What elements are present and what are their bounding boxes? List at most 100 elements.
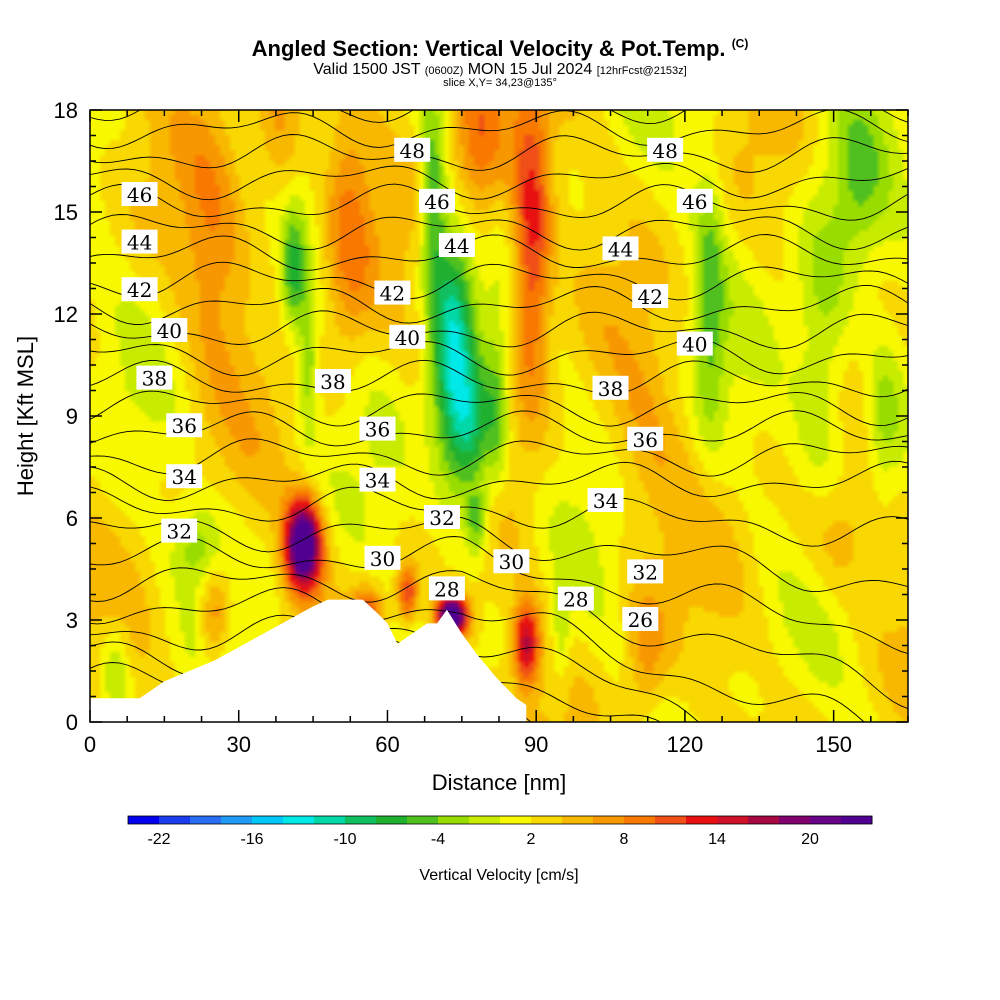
contour-label-text: 46 xyxy=(424,190,449,214)
theta-isentrope xyxy=(90,338,908,377)
colorbar-swatch xyxy=(469,816,501,824)
contour-label-text: 46 xyxy=(682,190,707,214)
contour-label-box xyxy=(389,324,426,349)
colorbar-tick-label: 14 xyxy=(708,831,726,848)
contour-label-box xyxy=(121,182,158,206)
contour-label-text: 46 xyxy=(127,183,152,207)
contour-label-box xyxy=(359,416,396,441)
contour-label-text: 44 xyxy=(444,234,469,258)
contour-label-box xyxy=(602,236,639,261)
contour-label-text: 30 xyxy=(499,550,524,574)
contour-label-text: 28 xyxy=(563,588,588,612)
contour-label-text: 36 xyxy=(632,428,657,452)
colorbar-swatch xyxy=(283,816,315,824)
contour-label-box xyxy=(622,607,659,631)
contour-label-text: 36 xyxy=(171,414,196,438)
contour-label-box xyxy=(166,464,203,489)
x-axis-ticks: 0 30 60 90 120 150 xyxy=(84,110,909,757)
x-tick-label: 60 xyxy=(375,732,399,757)
contour-label-box xyxy=(424,505,460,529)
terrain-mask xyxy=(90,599,527,722)
contour-label-box xyxy=(314,369,351,393)
contour-label-box xyxy=(166,413,203,438)
contour-label-box xyxy=(676,331,713,356)
contour-label-box xyxy=(374,280,411,305)
contour-label-text: 32 xyxy=(166,520,191,544)
contour-label: 44 xyxy=(438,233,475,258)
colorbar-swatch xyxy=(779,816,811,824)
theta-isentrope xyxy=(90,410,908,447)
contour-label-text: 40 xyxy=(682,333,707,357)
y-tick-label: 12 xyxy=(54,302,78,327)
colorbar-swatch xyxy=(748,816,780,824)
contour-label-box xyxy=(627,426,664,451)
contour-label: 36 xyxy=(166,413,203,438)
contour-label: 42 xyxy=(632,284,669,309)
chart-title: Angled Section: Vertical Velocity & Pot.… xyxy=(0,36,1000,62)
theta-isentrope xyxy=(90,614,700,722)
theta-isentrope xyxy=(90,359,908,398)
theta-isentrope xyxy=(90,460,908,501)
contour-label: 46 xyxy=(676,188,713,214)
forecast-run: [12hrFcst@2153z] xyxy=(596,65,687,77)
contour-label: 48 xyxy=(647,137,684,163)
contour-label: 28 xyxy=(428,576,465,601)
contour-label-text: 38 xyxy=(142,367,167,391)
contour-label-text: 44 xyxy=(608,237,633,261)
contour-label: 36 xyxy=(359,416,396,442)
x-axis-label: Distance [nm] xyxy=(432,770,567,795)
theta-isentrope xyxy=(90,587,865,722)
colorbar: -22 -16 -10 -4 2 8 14 20 xyxy=(127,815,873,848)
contour-label: 30 xyxy=(364,545,401,571)
colorbar-tick-label: -4 xyxy=(431,831,445,848)
theta-contour-labels: 4644424038363432484644424038363432302830… xyxy=(121,137,713,632)
theta-isentrope xyxy=(90,234,908,271)
zulu-time: (0600Z) xyxy=(424,65,464,77)
theta-isentrope xyxy=(90,390,908,427)
contour-label: 40 xyxy=(676,331,713,357)
contour-label-text: 32 xyxy=(429,506,454,530)
contour-label-text: 32 xyxy=(632,560,657,584)
colorbar-frame xyxy=(127,815,873,825)
x-tick-label: 90 xyxy=(524,732,548,757)
colorbar-swatch xyxy=(438,816,470,824)
contour-label-box xyxy=(438,233,475,257)
contour-label: 48 xyxy=(394,137,431,163)
colorbar-swatch xyxy=(407,816,439,824)
contour-label-text: 38 xyxy=(598,377,623,401)
contour-label-box xyxy=(632,284,669,308)
contour-label-box xyxy=(151,318,188,342)
contour-label: 26 xyxy=(622,607,659,632)
contour-label-box xyxy=(136,365,173,390)
y-tick-label: 6 xyxy=(66,506,78,531)
colorbar-swatch xyxy=(314,816,346,824)
colorbar-label: Vertical Velocity [cm/s] xyxy=(419,867,578,884)
colorbar-swatch xyxy=(686,816,718,824)
contour-label-box xyxy=(587,488,624,512)
theta-isentrope xyxy=(90,163,908,201)
contour-label-box xyxy=(359,467,396,492)
colorbar-tick-label: 8 xyxy=(620,831,629,848)
contour-label-text: 42 xyxy=(380,282,405,306)
colorbar-swatch xyxy=(717,816,749,824)
colorbar-tick-label: -10 xyxy=(333,831,356,848)
colorbar-swatch xyxy=(500,816,532,824)
theta-isentrope xyxy=(90,438,908,477)
colorbar-swatch xyxy=(624,816,656,824)
contour-label-text: 26 xyxy=(628,608,653,632)
contour-label-box xyxy=(364,545,401,570)
contour-label: 40 xyxy=(151,318,188,343)
contour-label: 32 xyxy=(424,505,460,530)
theta-isentrope xyxy=(90,516,908,593)
colorbar-tick-label: -22 xyxy=(147,831,170,848)
colorbar-swatch xyxy=(841,816,873,824)
colorbar-swatch xyxy=(128,816,160,824)
contour-label: 38 xyxy=(592,375,629,401)
colorbar-swatch xyxy=(345,816,377,824)
colorbar-swatch xyxy=(221,816,253,824)
theta-isentrope xyxy=(90,58,908,94)
contour-label-text: 48 xyxy=(399,139,424,163)
contour-label: 34 xyxy=(166,464,203,489)
